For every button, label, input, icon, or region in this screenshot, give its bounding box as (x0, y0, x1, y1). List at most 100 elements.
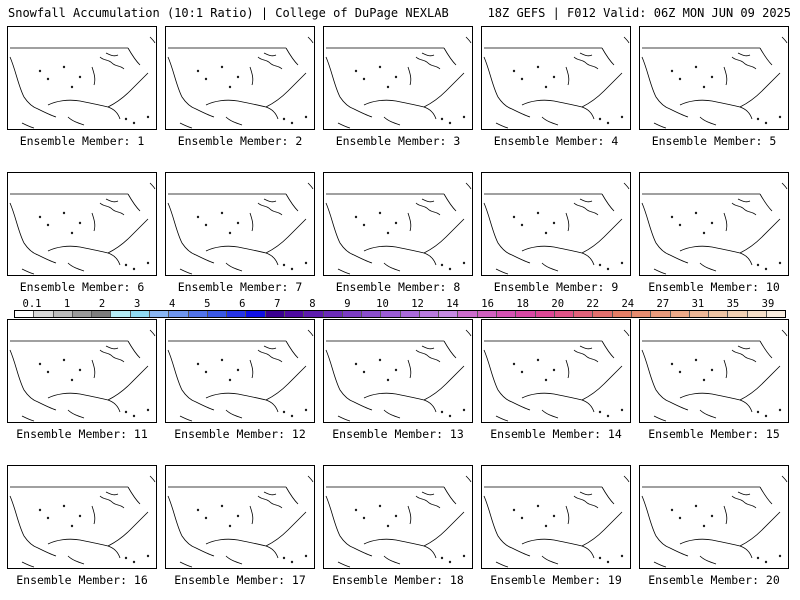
color-swatch (207, 311, 228, 317)
color-swatch (497, 311, 517, 317)
us-map-outline (167, 475, 314, 568)
ensemble-member-map (165, 465, 315, 569)
ensemble-member-map (639, 172, 789, 276)
us-map-outline (641, 182, 788, 275)
color-swatch (304, 311, 324, 317)
us-map-outline (325, 182, 472, 275)
ensemble-member-map (7, 319, 157, 423)
us-map-outline (325, 36, 472, 129)
ensemble-member-label: Ensemble Member: 14 (490, 427, 622, 441)
us-map-outline (167, 182, 314, 275)
color-scale-label: 1 (63, 298, 71, 310)
ensemble-member-map (323, 26, 473, 130)
color-swatch (670, 311, 690, 317)
color-scale-label: 10 (376, 298, 389, 310)
title-left: Snowfall Accumulation (10:1 Ratio) | Col… (8, 6, 449, 20)
color-swatch (554, 311, 575, 317)
ensemble-member-map (165, 172, 315, 276)
us-map-outline (641, 36, 788, 129)
ensemble-member-label: Ensemble Member: 4 (493, 134, 619, 148)
color-scale-label: 27 (656, 298, 670, 310)
color-scale-bar (14, 310, 786, 318)
color-swatch (535, 311, 555, 317)
color-scale-label: 16 (481, 298, 494, 310)
color-scale-label: 31 (691, 298, 705, 310)
ensemble-member-map (323, 172, 473, 276)
ensemble-member-map (481, 26, 631, 130)
ensemble-member-label: Ensemble Member: 19 (490, 573, 622, 587)
color-scale-label: 20 (551, 298, 565, 310)
ensemble-member-label: Ensemble Member: 7 (177, 280, 303, 294)
color-scale-label: 22 (586, 298, 600, 310)
color-scale-label: 18 (516, 298, 529, 310)
ensemble-member-map (323, 465, 473, 569)
ensemble-member-label: Ensemble Member: 16 (16, 573, 148, 587)
us-map-outline (641, 475, 788, 568)
color-swatch (15, 311, 35, 317)
ensemble-member-label: Ensemble Member: 3 (335, 134, 461, 148)
ensemble-member-map (323, 319, 473, 423)
color-swatch (362, 311, 382, 317)
color-swatch (766, 311, 786, 317)
us-map-outline (483, 329, 630, 422)
ensemble-member-map (165, 26, 315, 130)
title-right: 18Z GEFS | F012 Valid: 06Z MON JUN 09 20… (487, 6, 791, 20)
color-scale-label: 8 (309, 298, 316, 310)
color-scale-label: 3 (133, 298, 141, 310)
color-swatch (342, 311, 363, 317)
ensemble-member-map (639, 319, 789, 423)
color-swatch (323, 311, 343, 317)
ensemble-member-map (7, 465, 157, 569)
color-swatch (458, 311, 478, 317)
ensemble-member-label: Ensemble Member: 1 (19, 134, 145, 148)
us-map-outline (9, 36, 156, 129)
color-swatch (728, 311, 748, 317)
color-swatch (632, 311, 652, 317)
color-swatch (246, 311, 266, 317)
us-map-outline (9, 475, 156, 568)
color-swatch (439, 311, 459, 317)
ensemble-member-label: Ensemble Member: 13 (332, 427, 464, 441)
color-scale-labels: 0.1 1 2 3 4 5 6 7 8 9 10 12 14 16 18 20 22 24 27 31 35 39 (14, 298, 786, 310)
ensemble-member-label: Ensemble Member: 10 (648, 280, 780, 294)
us-map-outline (325, 475, 472, 568)
color-swatch (265, 311, 285, 317)
ensemble-member-map (481, 319, 631, 423)
color-swatch (169, 311, 189, 317)
us-map-outline (167, 36, 314, 129)
ensemble-member-map (639, 26, 789, 130)
color-swatch (227, 311, 247, 317)
us-map-outline (483, 182, 630, 275)
color-swatch (747, 311, 767, 317)
color-swatch (593, 311, 613, 317)
ensemble-member-map (481, 465, 631, 569)
us-map-outline (483, 475, 630, 568)
color-swatch (149, 311, 170, 317)
color-swatch (72, 311, 93, 317)
color-scale-label: 35 (726, 298, 740, 310)
ensemble-member-label: Ensemble Member: 12 (174, 427, 306, 441)
color-scale-label: 12 (411, 298, 424, 310)
header: Snowfall Accumulation (10:1 Ratio) | Col… (0, 0, 800, 22)
us-map-outline (9, 329, 156, 422)
ensemble-member-label: Ensemble Member: 17 (174, 573, 306, 587)
color-scale-label: 9 (344, 298, 351, 310)
us-map-outline (641, 329, 788, 422)
us-map-outline (325, 329, 472, 422)
us-map-outline (167, 329, 314, 422)
ensemble-member-label: Ensemble Member: 20 (648, 573, 780, 587)
color-scale-label: 0.1 (22, 298, 42, 310)
ensemble-member-label: Ensemble Member: 9 (493, 280, 619, 294)
ensemble-member-label: Ensemble Member: 5 (651, 134, 777, 148)
color-scale-label: 24 (621, 298, 635, 310)
color-swatch (284, 311, 305, 317)
ensemble-member-label: Ensemble Member: 8 (335, 280, 461, 294)
snowfall-color-scale: 0.1 1 2 3 4 5 6 7 8 9 10 12 14 16 18 20 22 24 27 31 35 39 (14, 298, 786, 320)
ensemble-member-map (7, 172, 157, 276)
color-scale-label: 2 (98, 298, 106, 310)
ensemble-member-map (7, 26, 157, 130)
color-swatch (400, 311, 420, 317)
color-swatch (477, 311, 498, 317)
color-swatch (34, 311, 54, 317)
color-swatch (612, 311, 632, 317)
